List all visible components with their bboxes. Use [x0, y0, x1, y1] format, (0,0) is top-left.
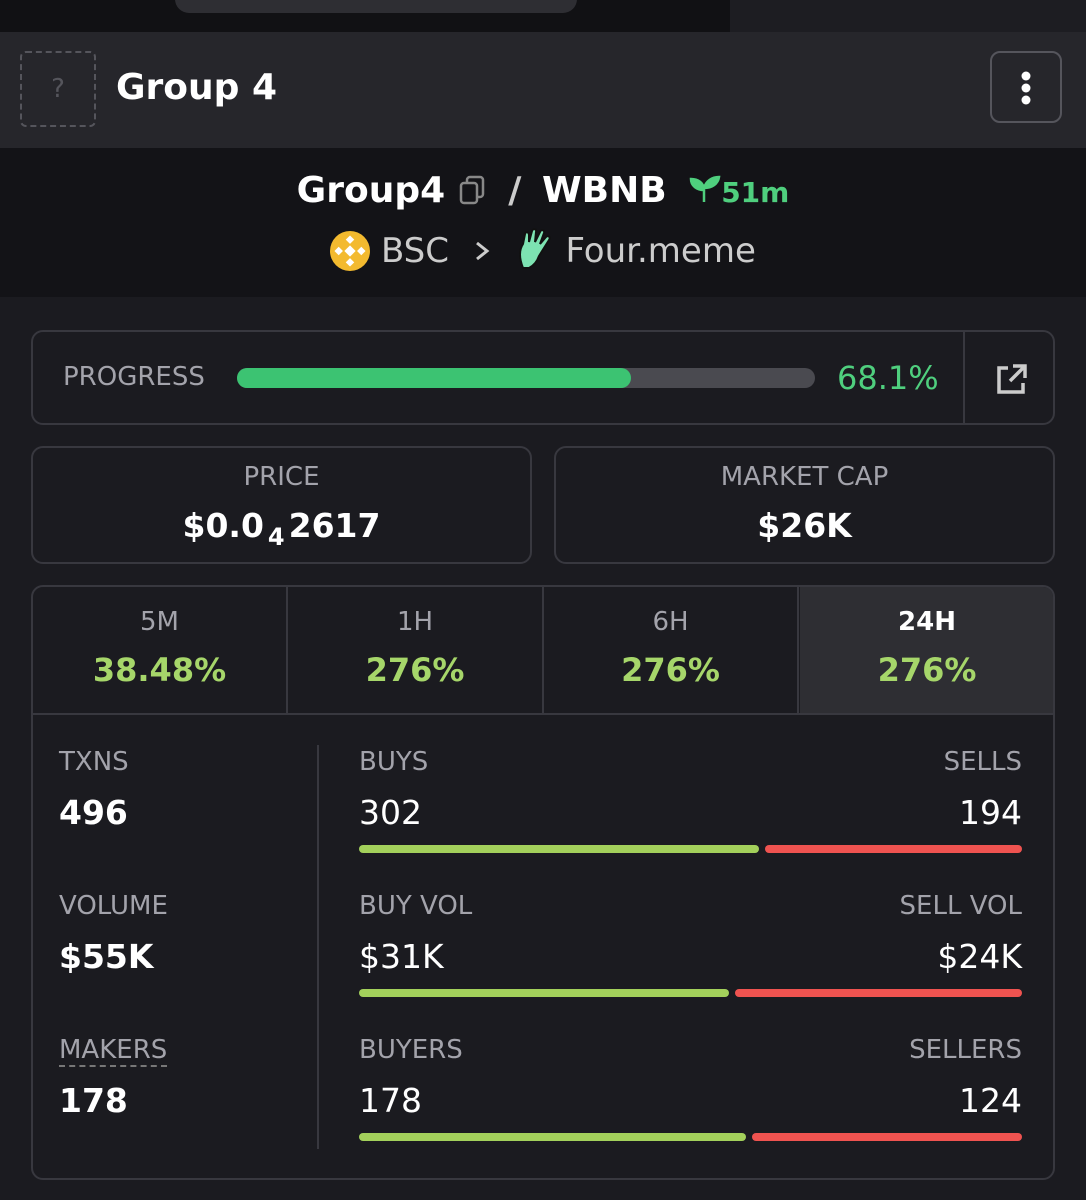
chevron [475, 241, 490, 261]
progress-value: 68.1% [837, 359, 939, 397]
sell-label: SELL VOL [899, 891, 1022, 921]
timeframe-label: 24H [898, 607, 956, 637]
price-card: PRICE $0.0 4 2617 [31, 446, 532, 564]
timeframe-change: 276% [621, 651, 720, 689]
progress-track [237, 368, 815, 388]
sell-value: 124 [959, 1081, 1022, 1120]
sell-bar [752, 1133, 1022, 1141]
divider [317, 745, 319, 1149]
buy-label: BUY VOL [359, 891, 473, 921]
price-label: PRICE [243, 462, 320, 492]
timeframe-label: 6H [652, 607, 689, 637]
search-field[interactable] [175, 0, 577, 13]
price-digits: 2617 [288, 506, 381, 545]
bsc-icon [330, 231, 371, 271]
buy-value: $31K [359, 937, 444, 976]
external-link-icon[interactable] [993, 362, 1029, 398]
stat-value: $55K [59, 937, 154, 976]
sell-bar [765, 845, 1022, 853]
status-strip [0, 0, 1086, 32]
price-value: $0.0 4 2617 [33, 506, 530, 551]
buy-bar [359, 989, 730, 997]
sell-bar [735, 989, 1022, 997]
market-cap-value: $26K [757, 506, 852, 545]
sell-label: SELLERS [909, 1035, 1022, 1065]
timeframe-label: 5M [140, 607, 179, 637]
avatar: ? [20, 51, 96, 127]
menu-button[interactable] [990, 51, 1062, 123]
stat-label: MAKERS [59, 1035, 168, 1067]
timeframe-tab[interactable]: 1H 276% [289, 587, 544, 713]
chain-line: BSC Four.meme [0, 228, 1086, 271]
dex-icon [518, 228, 551, 269]
pair-line: Group4 / WBNB 51m [0, 170, 1086, 211]
top-panel [730, 0, 1086, 32]
price-prefix: $0.0 [182, 506, 264, 545]
timeframe-tab[interactable]: 6H 276% [544, 587, 799, 713]
buy-bar [359, 1133, 747, 1141]
timeframe-tab[interactable]: 24H 276% [799, 587, 1053, 713]
buy-value: 178 [359, 1081, 422, 1120]
market-cap-label: MARKET CAP [720, 462, 889, 492]
sell-value: 194 [959, 793, 1022, 832]
dex-name[interactable]: Four.meme [565, 231, 756, 271]
stat-value: 178 [59, 1081, 128, 1120]
timeframe-change: 276% [877, 651, 977, 689]
base-token: Group4 [296, 170, 446, 211]
market-cap-card: MARKET CAP $26K [554, 446, 1055, 564]
stat-value: 496 [59, 793, 128, 832]
progress-label: PROGRESS [63, 362, 205, 392]
buy-bar [359, 845, 760, 853]
timeframe-label: 1H [396, 607, 434, 637]
stats-card: 5M 38.48% 1H 276% 6H 276% 24H 276% TXNS 496 VOLUM… [31, 585, 1055, 1180]
progress-fill [237, 368, 631, 388]
stat-label: VOLUME [59, 891, 168, 921]
sell-label: SELLS [943, 747, 1022, 777]
progress-card: PROGRESS 68.1% [31, 330, 1055, 425]
timeframe-change: 276% [365, 651, 465, 689]
timeframe-tab[interactable]: 5M 38.48% [33, 587, 288, 713]
divider [963, 332, 965, 423]
chain-name[interactable]: BSC [380, 231, 449, 271]
buy-value: 302 [359, 793, 422, 832]
sprout-icon [689, 175, 721, 202]
buy-label: BUYERS [359, 1035, 463, 1065]
timeframe-tabs: 5M 38.48% 1H 276% 6H 276% 24H 276% [33, 587, 1053, 715]
quote-token: WBNB [541, 170, 667, 211]
sell-value: $24K [937, 937, 1022, 976]
pair-age: 51m [721, 176, 790, 209]
timeframe-change: 38.48% [92, 651, 227, 689]
menu-icon [1021, 71, 1031, 105]
pair-header: Group4 / WBNB 51m BSC Four.meme [0, 148, 1086, 297]
price-zeros: 4 [267, 522, 285, 551]
header: ? Group 4 [0, 32, 1086, 148]
stat-label: TXNS [59, 747, 129, 777]
buy-label: BUYS [359, 747, 429, 777]
separator: / [508, 170, 522, 211]
group-title: Group 4 [116, 67, 278, 108]
copy-icon[interactable] [458, 174, 488, 206]
